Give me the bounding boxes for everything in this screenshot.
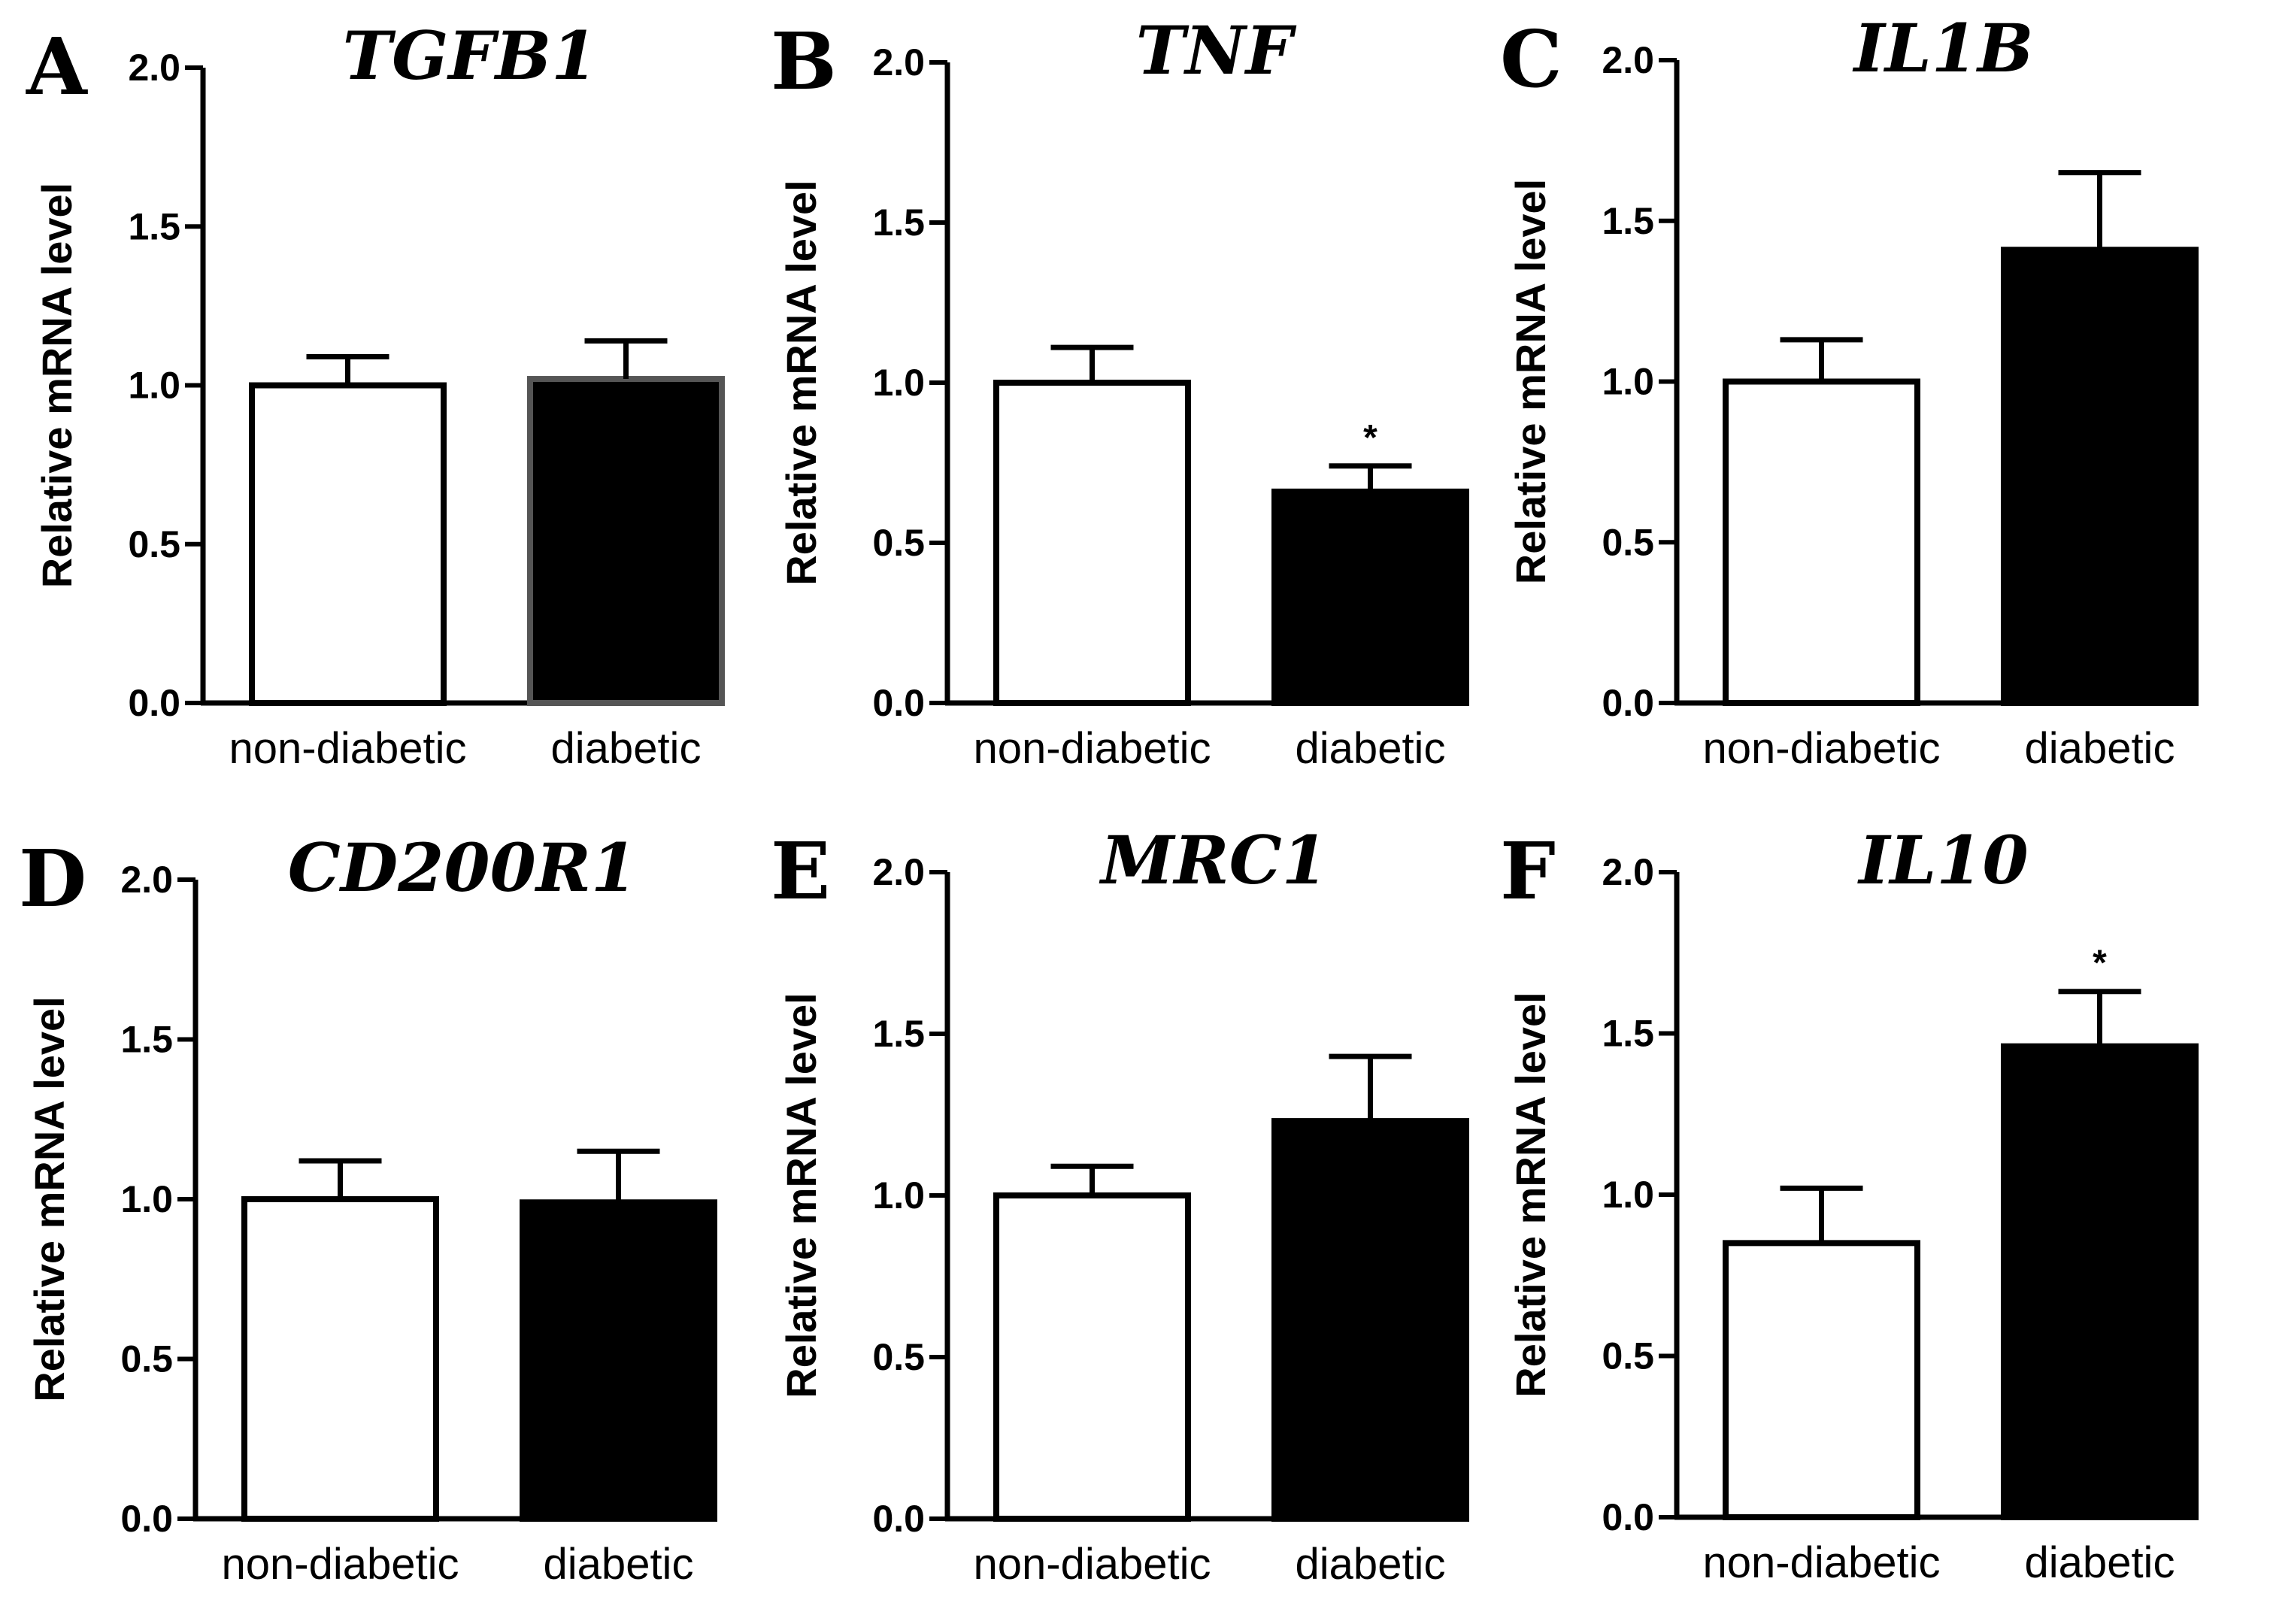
- y-tick-label: 2.0: [872, 851, 925, 893]
- y-tick-label: 1.0: [872, 362, 925, 404]
- bar-diabetic: [2001, 1043, 2199, 1521]
- x-category-label: diabetic: [1296, 724, 1446, 773]
- x-category-label: non-diabetic: [974, 724, 1211, 773]
- y-axis-label: Relative mRNA level: [26, 996, 73, 1402]
- panel-a: A TGFB1 Relative mRNA level 0.0 0.5 1.0 1.5 2.0…: [26, 17, 725, 773]
- chart-title: TGFB1: [343, 17, 598, 95]
- panel-letter: C: [1500, 13, 1562, 105]
- panel-e: E MRC1 Relative mRNA level 0.0 0.5 1.0 1.5 2.0 n…: [771, 821, 1469, 1589]
- y-tick-label: 1.0: [872, 1174, 925, 1216]
- bar-non-diabetic: [241, 1196, 439, 1522]
- x-category-label: non-diabetic: [229, 724, 467, 773]
- bar-diabetic: [1271, 1118, 1469, 1522]
- y-tick-label: 1.0: [1602, 1174, 1654, 1216]
- y-tick-label: 0.5: [872, 1336, 925, 1378]
- panel-f: F IL10 Relative mRNA level 0.0 0.5 1.0 1.5 2.0 n…: [1500, 821, 2199, 1587]
- x-category-label: diabetic: [544, 1540, 694, 1589]
- bar-non-diabetic: [1723, 378, 1920, 706]
- y-tick-label: 0.0: [872, 1498, 925, 1540]
- bar-diabetic: [1271, 488, 1469, 707]
- panel-d: D CD200R1 Relative mRNA level 0.0 0.5 1.0 1.5 2…: [19, 829, 717, 1589]
- y-tick-label: 2.0: [128, 47, 180, 89]
- x-category-label: non-diabetic: [974, 1540, 1211, 1589]
- y-tick-label: 0.5: [1602, 521, 1654, 563]
- panel-b: B TNF Relative mRNA level 0.0 0.5 1.0 1.5 2.0 no…: [771, 11, 1469, 773]
- panel-letter: A: [26, 20, 88, 113]
- y-tick-label: 2.0: [1602, 39, 1654, 81]
- significance-marker: *: [2093, 944, 2107, 983]
- y-tick-label: 1.0: [128, 365, 180, 407]
- y-tick-label: 1.0: [1602, 361, 1654, 403]
- y-axis-label: Relative mRNA level: [33, 183, 80, 589]
- y-tick-label: 1.5: [872, 201, 925, 244]
- y-tick-label: 0.0: [120, 1498, 173, 1540]
- x-category-label: diabetic: [2025, 1538, 2175, 1587]
- chart-title: IL10: [1856, 821, 2029, 899]
- bar-non-diabetic: [249, 382, 447, 706]
- y-tick-label: 0.0: [872, 682, 925, 724]
- bar-diabetic: [2001, 247, 2199, 707]
- y-tick-label: 2.0: [1602, 851, 1654, 893]
- bar-non-diabetic: [993, 380, 1191, 706]
- y-tick-label: 1.5: [872, 1013, 925, 1055]
- x-category-label: diabetic: [2025, 724, 2175, 773]
- bar-non-diabetic: [993, 1192, 1191, 1522]
- chart-title: CD200R1: [288, 829, 637, 907]
- x-category-label: non-diabetic: [222, 1540, 459, 1589]
- y-axis-label: Relative mRNA level: [777, 992, 825, 1398]
- y-tick-label: 0.0: [1602, 1496, 1654, 1538]
- bar-diabetic: [520, 1199, 717, 1522]
- chart-title: TNF: [1136, 11, 1297, 89]
- x-category-label: diabetic: [1296, 1540, 1446, 1589]
- x-category-label: non-diabetic: [1703, 724, 1941, 773]
- y-axis-label: Relative mRNA level: [1507, 179, 1554, 585]
- y-tick-label: 1.0: [120, 1178, 173, 1220]
- x-category-label: non-diabetic: [1703, 1538, 1941, 1587]
- panel-letter: D: [19, 832, 86, 925]
- bar-non-diabetic: [1723, 1240, 1920, 1520]
- y-tick-label: 0.5: [128, 523, 180, 565]
- y-tick-label: 0.5: [1602, 1335, 1654, 1377]
- y-tick-label: 1.5: [128, 205, 180, 247]
- y-tick-label: 1.5: [1602, 1013, 1654, 1055]
- panel-c: C IL1B Relative mRNA level 0.0 0.5 1.0 1.5 2.0 n…: [1500, 9, 2199, 773]
- y-tick-label: 0.0: [128, 682, 180, 724]
- y-tick-label: 2.0: [120, 859, 173, 901]
- bar-diabetic: [527, 376, 725, 706]
- panel-letter: F: [1500, 825, 1556, 917]
- significance-marker: *: [1363, 418, 1377, 458]
- y-tick-label: 1.5: [1602, 200, 1654, 242]
- chart-title: IL1B: [1852, 9, 2034, 87]
- y-axis-label: Relative mRNA level: [1507, 992, 1554, 1398]
- chart-title: MRC1: [1099, 821, 1328, 899]
- y-tick-label: 0.0: [1602, 682, 1654, 724]
- panel-letter: B: [771, 15, 837, 108]
- y-tick-label: 0.5: [872, 522, 925, 564]
- x-category-label: diabetic: [551, 724, 702, 773]
- y-tick-label: 0.5: [120, 1338, 173, 1380]
- y-axis-label: Relative mRNA level: [777, 180, 825, 586]
- y-tick-label: 2.0: [872, 41, 925, 83]
- y-tick-label: 1.5: [120, 1019, 173, 1061]
- panel-letter: E: [771, 825, 830, 917]
